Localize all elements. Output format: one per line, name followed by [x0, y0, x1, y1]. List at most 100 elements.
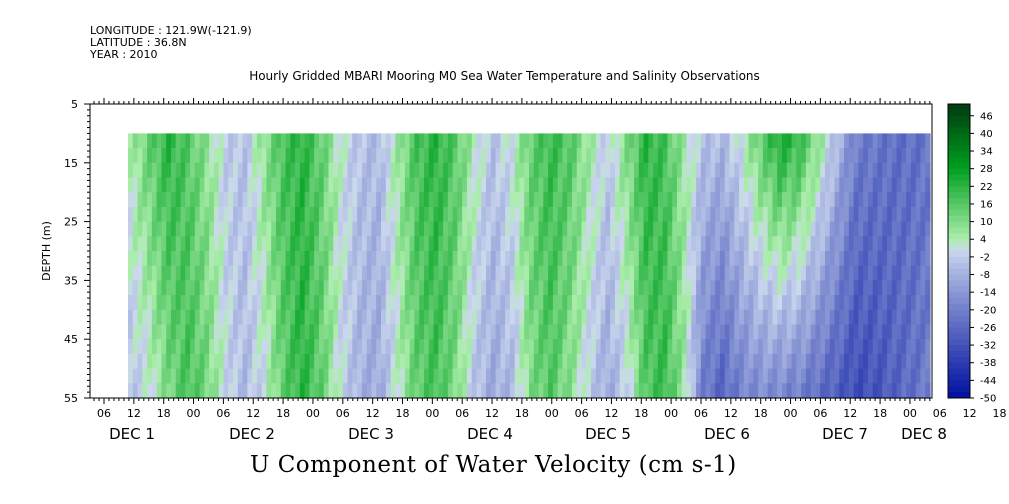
heatmap-cell [185, 221, 191, 237]
heatmap-cell [872, 251, 879, 267]
heatmap-cell [247, 339, 253, 355]
heatmap-cell [395, 236, 401, 252]
heatmap-cell [495, 133, 501, 149]
heatmap-cell [323, 265, 330, 281]
heatmap-cell [691, 309, 697, 326]
heatmap-cell [481, 221, 487, 237]
heatmap-cell [180, 133, 186, 149]
heatmap-cell [805, 383, 812, 399]
heatmap-cell [404, 280, 411, 296]
heatmap-cell [209, 280, 215, 296]
heatmap-cell [719, 309, 726, 326]
heatmap-cell [495, 383, 501, 399]
y-tick-label: 55 [64, 392, 78, 405]
heatmap-cell [233, 309, 239, 326]
x-tick-label: 00 [903, 407, 917, 420]
heatmap-cell [361, 192, 368, 208]
heatmap-cell [634, 148, 640, 164]
heatmap-cell [299, 368, 306, 384]
heatmap-cell [505, 148, 511, 164]
heatmap-cell [433, 251, 439, 267]
heatmap-cell [295, 324, 301, 340]
heatmap-cell [409, 162, 416, 179]
heatmap-cell [266, 309, 272, 326]
heatmap-cell [834, 368, 840, 384]
heatmap-cell [767, 368, 774, 384]
heatmap-cell [228, 192, 234, 208]
heatmap-cell [910, 177, 917, 193]
heatmap-cell [347, 353, 353, 370]
heatmap-cell [662, 206, 669, 223]
heatmap-cell [414, 353, 420, 370]
heatmap-cell [275, 309, 282, 326]
heatmap-cell [782, 162, 788, 179]
heatmap-cell [686, 383, 692, 399]
heatmap-cell [591, 280, 597, 296]
heatmap-cell [634, 353, 640, 370]
heatmap-cell [361, 280, 368, 296]
heatmap-cell [619, 148, 626, 164]
heatmap-cell [347, 324, 353, 340]
heatmap-cell [619, 251, 626, 267]
heatmap-cell [762, 309, 769, 326]
heatmap-cell [323, 206, 330, 223]
colorbar-tick-label: -8 [980, 270, 990, 281]
heatmap-cell [877, 177, 883, 193]
heatmap-cell [557, 148, 564, 164]
heatmap-cell [433, 148, 439, 164]
heatmap-cell [404, 221, 411, 237]
heatmap-cell [643, 265, 649, 281]
heatmap-cell [758, 251, 764, 267]
heatmap-cell [132, 206, 139, 223]
heatmap-cell [839, 221, 845, 237]
heatmap-cell [233, 148, 239, 164]
heatmap-cell [653, 251, 659, 267]
heatmap-cell [237, 162, 244, 179]
heatmap-cell [400, 353, 406, 370]
heatmap-cell [786, 133, 793, 149]
heatmap-cell [481, 368, 487, 384]
heatmap-cell [271, 368, 277, 384]
heatmap-cell [782, 265, 788, 281]
colorbar-tick-label: -38 [980, 358, 996, 369]
heatmap-cell [748, 148, 754, 164]
heatmap-cell [719, 162, 726, 179]
heatmap-cell [810, 251, 817, 267]
heatmap-cell [185, 353, 191, 370]
heatmap-cell [495, 339, 501, 355]
heatmap-cell [366, 368, 373, 384]
heatmap-cell [290, 133, 296, 149]
heatmap-cell [887, 221, 893, 237]
heatmap-cell [285, 280, 291, 296]
heatmap-cell [782, 280, 788, 296]
heatmap-cell [452, 280, 458, 296]
heatmap-cell [471, 251, 478, 267]
heatmap-cell [681, 309, 688, 326]
heatmap-cell [910, 206, 917, 223]
heatmap-cell [801, 236, 807, 252]
heatmap-cell [605, 162, 611, 179]
heatmap-cell [571, 295, 578, 311]
heatmap-cell [390, 148, 396, 164]
heatmap-cell [887, 206, 893, 223]
heatmap-cell [213, 309, 220, 326]
heatmap-cell [829, 295, 836, 311]
heatmap-cell [824, 295, 831, 311]
heatmap-cell [213, 280, 220, 296]
heatmap-cell [529, 309, 535, 326]
heatmap-cell [543, 251, 549, 267]
heatmap-cell [137, 368, 143, 384]
heatmap-cell [571, 339, 578, 355]
heatmap-cell [328, 368, 334, 384]
heatmap-cell [209, 251, 215, 267]
heatmap-cell [132, 265, 139, 281]
heatmap-cell [438, 353, 444, 370]
heatmap-cell [338, 133, 344, 149]
heatmap-cell [910, 280, 917, 296]
heatmap-cell [290, 221, 296, 237]
heatmap-cell [333, 221, 339, 237]
heatmap-cell [791, 148, 797, 164]
heatmap-cell [686, 280, 692, 296]
heatmap-cell [419, 353, 425, 370]
heatmap-cell [371, 265, 377, 281]
